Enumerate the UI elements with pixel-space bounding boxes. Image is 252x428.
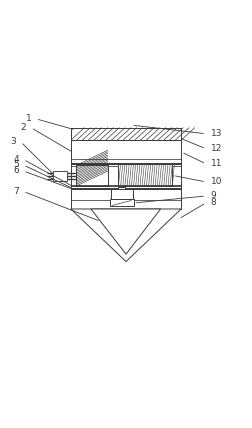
Text: 1: 1 xyxy=(25,114,31,123)
Bar xyxy=(71,140,181,164)
Bar xyxy=(118,164,172,187)
Text: 7: 7 xyxy=(13,187,19,196)
Text: 13: 13 xyxy=(211,129,222,138)
Polygon shape xyxy=(91,209,161,254)
Bar xyxy=(71,164,181,189)
Bar xyxy=(71,128,181,140)
Polygon shape xyxy=(71,209,181,262)
Text: 6: 6 xyxy=(13,166,19,175)
Text: 8: 8 xyxy=(211,198,216,207)
Text: 10: 10 xyxy=(211,178,222,187)
Bar xyxy=(118,187,125,195)
Text: 4: 4 xyxy=(13,155,19,164)
Text: 12: 12 xyxy=(211,144,222,153)
Bar xyxy=(111,190,133,199)
Bar xyxy=(76,165,108,186)
Bar xyxy=(71,128,181,140)
Bar xyxy=(71,189,181,209)
Text: 5: 5 xyxy=(13,160,19,169)
Text: 3: 3 xyxy=(11,137,16,146)
Text: 9: 9 xyxy=(211,191,216,200)
Bar xyxy=(110,199,134,206)
Bar xyxy=(53,171,67,181)
Text: 11: 11 xyxy=(211,159,222,168)
Text: 2: 2 xyxy=(21,123,26,132)
